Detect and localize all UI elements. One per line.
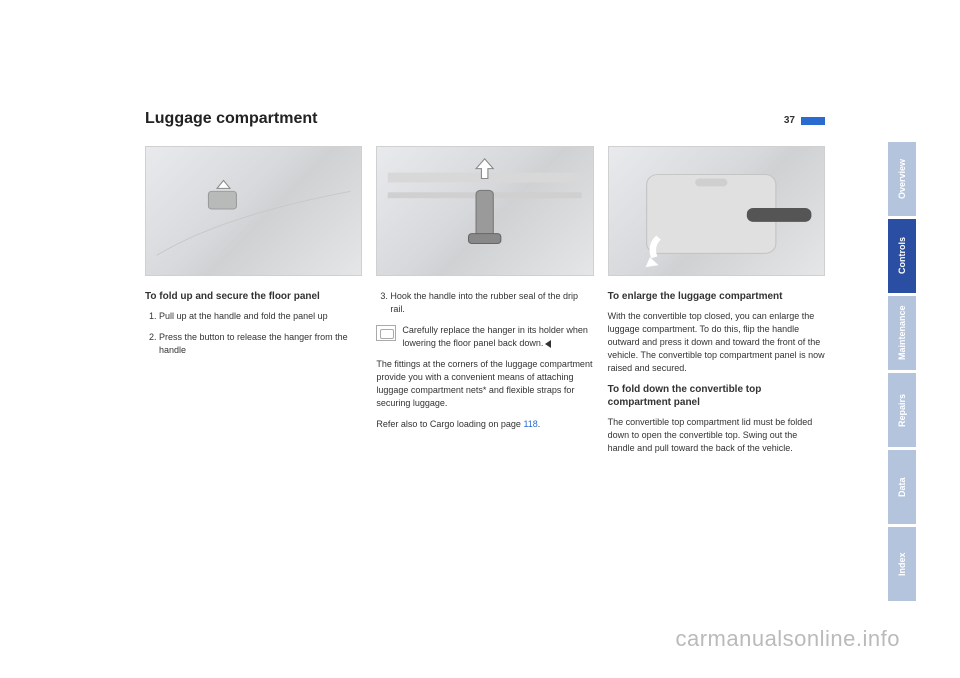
col2-steps: Hook the handle into the rubber seal of …: [376, 290, 593, 316]
tab-data[interactable]: Data: [888, 450, 916, 524]
col1-steps: Pull up at the handle and fold the panel…: [145, 310, 362, 357]
tab-controls[interactable]: Controls: [888, 219, 916, 293]
col2-para1: The fittings at the corners of the lugga…: [376, 358, 593, 410]
col2-step3: Hook the handle into the rubber seal of …: [390, 290, 593, 316]
photo-handle-hook: [376, 146, 593, 276]
section-title: Luggage compartment: [145, 110, 317, 128]
tab-overview[interactable]: Overview: [888, 142, 916, 216]
note-icon: [376, 325, 396, 341]
tab-repairs[interactable]: Repairs: [888, 373, 916, 447]
col3-subhead2: To fold down the convertible top compart…: [608, 383, 825, 410]
col1-step1: Pull up at the handle and fold the panel…: [159, 310, 362, 323]
page-number-text: 37: [784, 115, 795, 126]
tab-index[interactable]: Index: [888, 527, 916, 601]
side-tabs: Overview Controls Maintenance Repairs Da…: [888, 142, 916, 601]
col1-subhead: To fold up and secure the floor panel: [145, 290, 362, 304]
end-marker-icon: [545, 340, 551, 348]
col2-para2: Refer also to Cargo loading on page 118.: [376, 418, 593, 431]
page-content: Luggage compartment 37 To fold up and se…: [145, 110, 825, 463]
watermark: carmanualsonline.info: [675, 626, 900, 652]
col1-step2: Press the button to release the hanger f…: [159, 331, 362, 357]
col3-para1: With the convertible top closed, you can…: [608, 310, 825, 375]
col3-subhead1: To enlarge the luggage compartment: [608, 290, 825, 304]
column-1: To fold up and secure the floor panel Pu…: [145, 146, 362, 463]
photo-floor-handle: [145, 146, 362, 276]
note-block: Carefully replace the hanger in its hold…: [376, 324, 593, 350]
columns: To fold up and secure the floor panel Pu…: [145, 146, 825, 463]
title-row: Luggage compartment 37: [145, 110, 825, 128]
cargo-loading-link[interactable]: 118: [523, 419, 537, 429]
tab-maintenance[interactable]: Maintenance: [888, 296, 916, 370]
col3-para2: The convertible top compartment lid must…: [608, 416, 825, 455]
photo-enlarge-compartment: [608, 146, 825, 276]
column-3: To enlarge the luggage compartment With …: [608, 146, 825, 463]
page-number: 37: [784, 115, 825, 126]
note-text: Carefully replace the hanger in its hold…: [402, 324, 593, 350]
page-number-bar: [801, 117, 825, 125]
column-2: Hook the handle into the rubber seal of …: [376, 146, 593, 463]
